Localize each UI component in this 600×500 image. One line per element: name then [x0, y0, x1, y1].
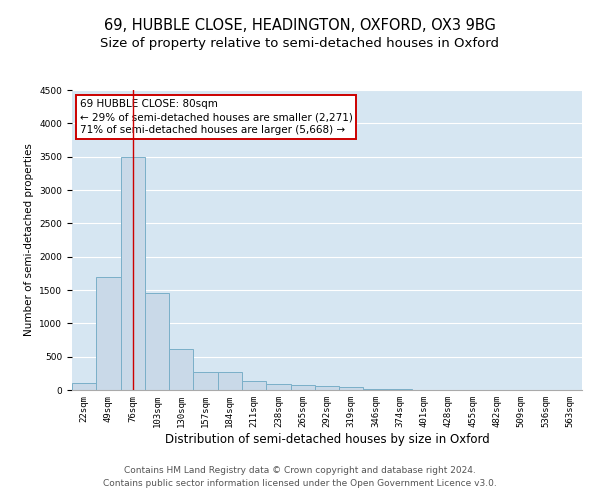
Bar: [121, 156, 145, 390]
Bar: [145, 294, 169, 390]
Bar: [169, 348, 193, 390]
Bar: [193, 372, 218, 390]
Bar: [242, 380, 266, 390]
Text: 69, HUBBLE CLOSE, HEADINGTON, OXFORD, OX3 9BG: 69, HUBBLE CLOSE, HEADINGTON, OXFORD, OX…: [104, 18, 496, 32]
Bar: [266, 384, 290, 390]
Text: Size of property relative to semi-detached houses in Oxford: Size of property relative to semi-detach…: [101, 38, 499, 51]
Bar: [218, 372, 242, 390]
Bar: [96, 276, 121, 390]
Bar: [339, 388, 364, 390]
Bar: [364, 388, 388, 390]
Bar: [72, 384, 96, 390]
Text: 69 HUBBLE CLOSE: 80sqm
← 29% of semi-detached houses are smaller (2,271)
71% of : 69 HUBBLE CLOSE: 80sqm ← 29% of semi-det…: [80, 99, 353, 136]
Bar: [315, 386, 339, 390]
Text: Contains HM Land Registry data © Crown copyright and database right 2024.
Contai: Contains HM Land Registry data © Crown c…: [103, 466, 497, 487]
Bar: [290, 384, 315, 390]
X-axis label: Distribution of semi-detached houses by size in Oxford: Distribution of semi-detached houses by …: [164, 432, 490, 446]
Y-axis label: Number of semi-detached properties: Number of semi-detached properties: [24, 144, 34, 336]
